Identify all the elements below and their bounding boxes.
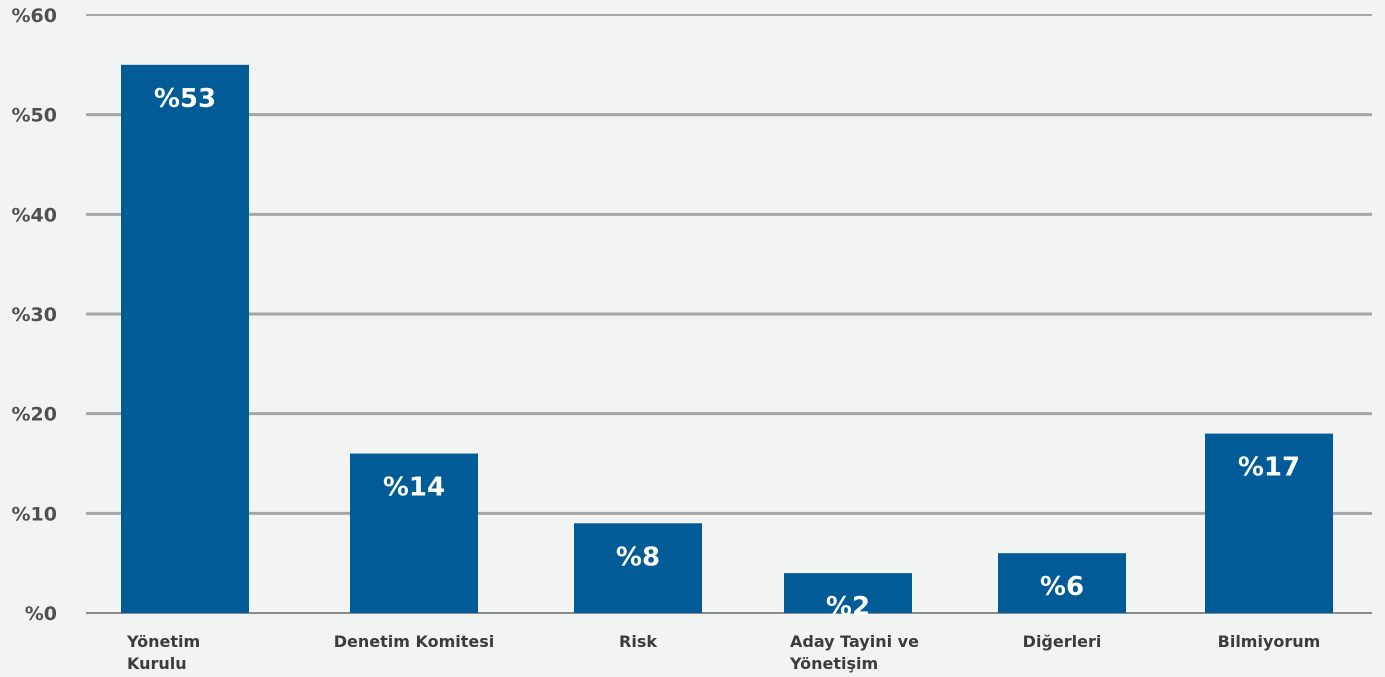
y-axis-ticks: %0 %10 %20 %30 %40 %50 %60	[12, 5, 57, 625]
y-tick-label: %30	[12, 304, 57, 326]
category-label: Diğerleri	[1023, 632, 1102, 651]
y-tick-label: %10	[12, 503, 57, 525]
data-label: %17	[1238, 453, 1300, 483]
bar	[998, 553, 1126, 613]
category-label: Kurulu	[127, 654, 187, 673]
category-label: Risk	[619, 632, 657, 651]
y-tick-label: %50	[12, 105, 57, 127]
bar	[1205, 433, 1333, 613]
bar	[574, 523, 702, 613]
category-label: Aday Tayini ve	[790, 632, 919, 651]
category-label: Denetim Komitesi	[334, 632, 495, 651]
y-tick-label: %60	[12, 5, 57, 27]
category-label: Yönetim	[126, 632, 200, 651]
data-label: %6	[1040, 572, 1084, 602]
category-label: Bilmiyorum	[1218, 632, 1321, 651]
data-label: %2	[826, 592, 870, 622]
bar	[121, 64, 249, 614]
y-tick-label: %20	[12, 404, 57, 426]
gridlines	[86, 14, 1372, 614]
data-label: %53	[154, 84, 216, 114]
data-labels: %53 %14 %8 %2 %6 %17	[154, 84, 1300, 622]
bar	[350, 453, 478, 613]
bar	[784, 573, 912, 613]
y-tick-label: %40	[12, 204, 57, 226]
category-label: Yönetişim	[789, 654, 878, 673]
data-label: %14	[383, 473, 445, 503]
data-label: %8	[616, 542, 660, 572]
x-axis-categories: Yönetim Kurulu Denetim Komitesi Risk Aday Ta…	[126, 632, 1320, 673]
bars	[121, 64, 1333, 614]
y-tick-label: %0	[25, 603, 57, 625]
